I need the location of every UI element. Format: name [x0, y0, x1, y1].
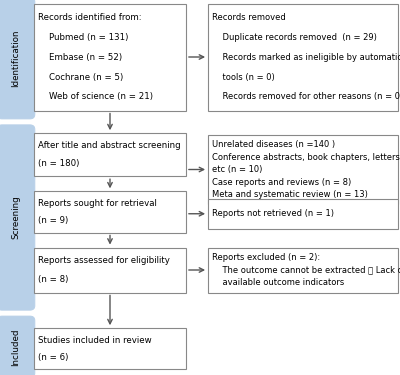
- Text: Records removed for other reasons (n = 0): Records removed for other reasons (n = 0…: [212, 93, 400, 102]
- Text: Conference abstracts, book chapters, letters,: Conference abstracts, book chapters, let…: [212, 153, 400, 162]
- Text: Records removed: Records removed: [212, 13, 288, 22]
- Text: After title and abstract screening: After title and abstract screening: [38, 141, 181, 150]
- Text: (n = 8): (n = 8): [38, 275, 68, 284]
- Bar: [208, 4, 398, 111]
- Text: Meta and systematic review (n = 13): Meta and systematic review (n = 13): [212, 190, 368, 199]
- Text: Included: Included: [12, 328, 20, 366]
- Text: Reports not retrieved (n = 1): Reports not retrieved (n = 1): [212, 209, 334, 218]
- Bar: [34, 133, 186, 176]
- Text: Pubmed (n = 131): Pubmed (n = 131): [38, 33, 128, 42]
- Bar: [34, 4, 186, 111]
- Text: Case reports and reviews (n = 8): Case reports and reviews (n = 8): [212, 178, 351, 187]
- FancyBboxPatch shape: [0, 125, 35, 310]
- Text: Screening: Screening: [12, 196, 20, 239]
- Bar: [34, 191, 186, 232]
- Bar: [34, 328, 186, 369]
- Text: The outcome cannot be extracted ， Lack of: The outcome cannot be extracted ， Lack o…: [212, 266, 400, 274]
- Text: available outcome indicators: available outcome indicators: [212, 278, 344, 287]
- FancyBboxPatch shape: [0, 0, 35, 119]
- Bar: [208, 248, 398, 292]
- Text: Studies included in review: Studies included in review: [38, 336, 152, 345]
- Text: tools (n = 0): tools (n = 0): [212, 73, 275, 82]
- Bar: [34, 248, 186, 292]
- FancyBboxPatch shape: [0, 316, 35, 375]
- Text: Duplicate records removed  (n = 29): Duplicate records removed (n = 29): [212, 33, 377, 42]
- Text: (n = 9): (n = 9): [38, 216, 68, 225]
- Text: Identification: Identification: [12, 29, 20, 87]
- Text: Records identified from:: Records identified from:: [38, 13, 142, 22]
- Text: Web of science (n = 21): Web of science (n = 21): [38, 93, 153, 102]
- Text: Embase (n = 52): Embase (n = 52): [38, 53, 122, 62]
- Bar: [208, 199, 398, 229]
- Text: Records marked as ineligible by automation: Records marked as ineligible by automati…: [212, 53, 400, 62]
- Text: Reports assessed for eligibility: Reports assessed for eligibility: [38, 256, 170, 265]
- Text: etc (n = 10): etc (n = 10): [212, 165, 262, 174]
- Bar: [208, 135, 398, 204]
- Text: (n = 6): (n = 6): [38, 352, 68, 362]
- Text: Cochrane (n = 5): Cochrane (n = 5): [38, 73, 123, 82]
- Text: Reports excluded (n = 2):: Reports excluded (n = 2):: [212, 253, 320, 262]
- Text: Reports sought for retrieval: Reports sought for retrieval: [38, 199, 157, 208]
- Text: (n = 180): (n = 180): [38, 159, 79, 168]
- Text: Unrelated diseases (n =140 ): Unrelated diseases (n =140 ): [212, 140, 335, 149]
